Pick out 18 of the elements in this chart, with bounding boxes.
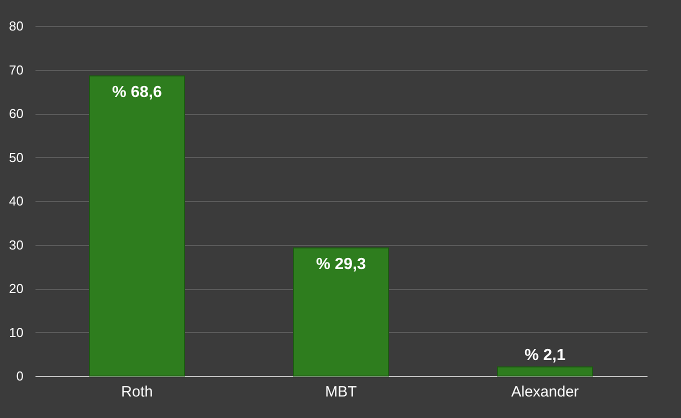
- data-label: % 2,1: [524, 346, 566, 364]
- y-tick-label: 70: [9, 62, 24, 78]
- y-tick-label: 40: [9, 194, 24, 208]
- data-label: % 68,6: [112, 84, 162, 101]
- x-tick-label: Roth: [121, 384, 153, 400]
- bar: [89, 75, 185, 376]
- y-tick-label: 20: [9, 281, 24, 296]
- x-tick-label: Alexander: [511, 384, 579, 400]
- bar: [293, 247, 389, 376]
- y-tick-label: 30: [9, 237, 24, 252]
- y-tick-label: 0: [16, 368, 24, 384]
- data-label: % 29,3: [316, 256, 366, 273]
- y-tick-label: 80: [9, 18, 24, 34]
- y-tick-label: 60: [9, 106, 24, 121]
- bar: [497, 366, 593, 376]
- x-tick-label: MBT: [325, 384, 357, 400]
- y-tick-label: 10: [9, 324, 24, 340]
- y-tick-label: 50: [9, 150, 24, 165]
